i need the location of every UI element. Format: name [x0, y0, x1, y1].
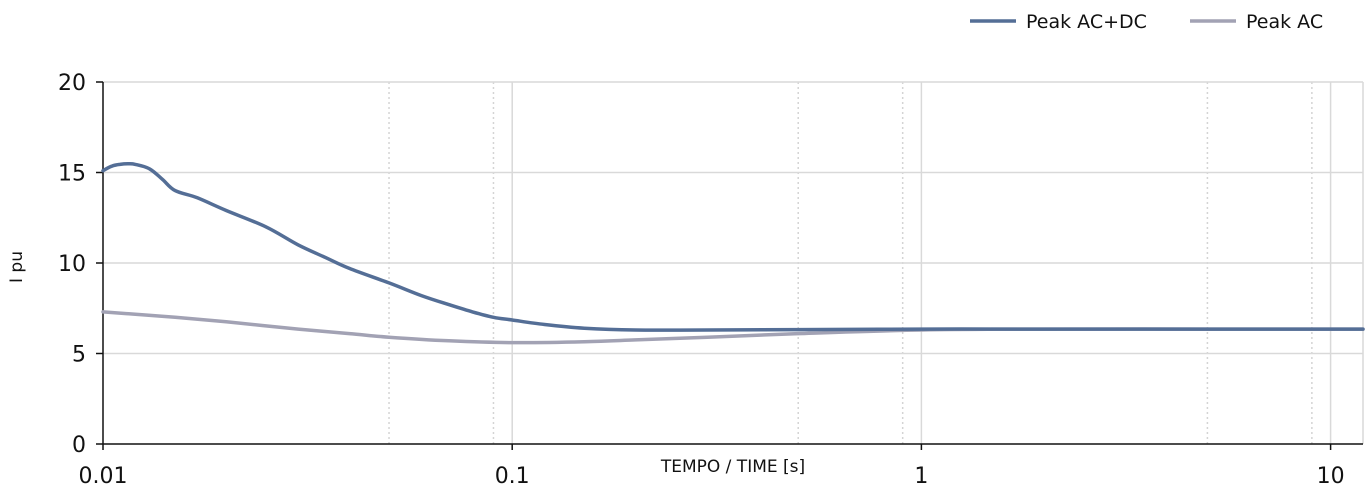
y-axis-title: I pu	[7, 251, 27, 283]
y-tick-label: 10	[58, 252, 86, 277]
y-tick-label: 0	[72, 433, 86, 458]
tick-marks	[96, 81, 1332, 450]
x-tick-label: 0.01	[79, 464, 128, 489]
series-line-peak-ac-dc	[101, 162, 1365, 332]
x-tick-label: 10	[1317, 464, 1345, 489]
legend-label-peak-ac-dc: Peak AC+DC	[1026, 11, 1147, 33]
legend: Peak AC+DC Peak AC	[970, 11, 1323, 33]
y-tick-label: 5	[72, 343, 86, 368]
y-tick-label: 20	[58, 71, 86, 96]
legend-label-peak-ac: Peak AC	[1246, 11, 1323, 33]
y-tick-label: 15	[58, 162, 86, 187]
x-tick-label: 0.1	[495, 464, 530, 489]
tick-labels: 0.01 0.1 1 10 0 5 10 15 20	[58, 71, 1345, 489]
major-gridlines	[103, 81, 1364, 444]
series-lines	[101, 162, 1365, 345]
x-tick-label: 1	[914, 464, 928, 489]
x-axis-title: TEMPO / TIME [s]	[660, 457, 805, 477]
series-line-peak-ac	[101, 310, 1365, 345]
